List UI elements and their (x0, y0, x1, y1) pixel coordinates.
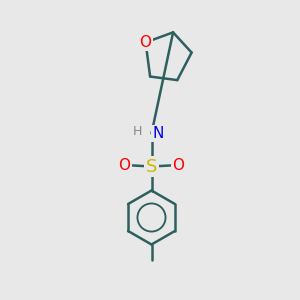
Text: N: N (152, 126, 164, 141)
Text: O: O (172, 158, 184, 172)
Text: S: S (146, 158, 157, 175)
Text: O: O (140, 35, 152, 50)
Text: H: H (132, 124, 142, 138)
Text: O: O (118, 158, 130, 172)
